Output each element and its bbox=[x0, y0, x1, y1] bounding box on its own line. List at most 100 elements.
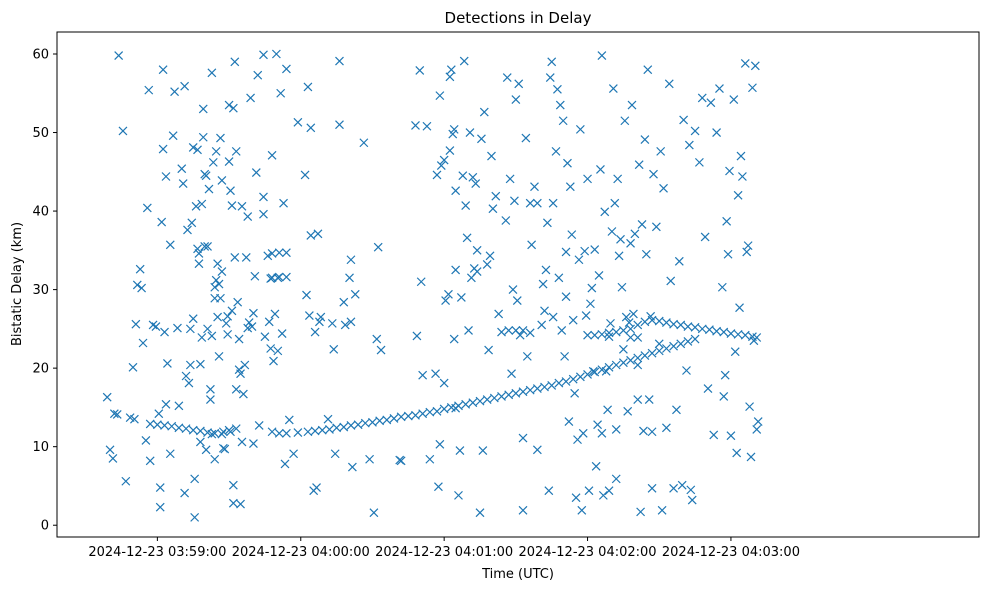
data-point bbox=[435, 439, 445, 449]
data-point bbox=[544, 486, 554, 496]
data-point bbox=[672, 405, 681, 415]
data-point bbox=[656, 146, 666, 156]
data-point bbox=[475, 396, 485, 406]
data-point bbox=[217, 429, 227, 439]
data-point bbox=[411, 121, 420, 130]
data-point bbox=[203, 428, 212, 437]
data-point bbox=[273, 346, 283, 356]
data-point bbox=[565, 182, 575, 192]
data-point bbox=[282, 272, 291, 282]
data-point bbox=[114, 51, 124, 60]
data-point bbox=[661, 344, 671, 353]
data-point bbox=[712, 326, 722, 336]
data-point bbox=[158, 144, 168, 154]
data-point bbox=[594, 271, 604, 280]
data-point bbox=[647, 315, 657, 325]
data-point bbox=[208, 157, 218, 167]
data-point bbox=[346, 317, 356, 327]
data-point bbox=[185, 324, 195, 334]
data-point bbox=[194, 259, 204, 269]
data-point bbox=[618, 358, 628, 368]
data-point bbox=[267, 249, 277, 258]
data-point bbox=[497, 391, 506, 401]
data-point bbox=[633, 360, 643, 370]
data-point bbox=[555, 100, 565, 110]
data-point bbox=[522, 351, 532, 361]
data-point bbox=[511, 388, 521, 398]
x-tick-label: 2024-12-23 03:59:00 bbox=[88, 545, 226, 560]
y-tick-label: 40 bbox=[32, 205, 49, 220]
data-point bbox=[455, 446, 465, 456]
data-point bbox=[558, 116, 568, 126]
data-point bbox=[597, 329, 607, 339]
data-point bbox=[195, 437, 205, 447]
data-point bbox=[614, 251, 624, 261]
data-point bbox=[211, 275, 221, 285]
data-point bbox=[514, 79, 524, 89]
data-point bbox=[339, 422, 349, 432]
y-axis-ticks: 0 10 20 30 40 50 60 bbox=[32, 47, 57, 534]
data-point bbox=[138, 338, 148, 348]
data-point bbox=[137, 283, 147, 293]
data-point bbox=[729, 95, 739, 104]
data-point bbox=[548, 198, 558, 208]
data-point bbox=[180, 488, 190, 498]
data-point bbox=[587, 283, 597, 293]
data-point bbox=[593, 420, 603, 430]
data-point bbox=[190, 512, 200, 522]
data-point bbox=[554, 378, 564, 388]
data-point bbox=[746, 452, 756, 462]
data-point bbox=[214, 279, 224, 289]
data-point bbox=[636, 507, 646, 517]
data-point bbox=[253, 70, 263, 80]
data-point bbox=[633, 320, 643, 330]
data-point bbox=[540, 382, 549, 392]
data-point bbox=[567, 230, 577, 240]
data-point bbox=[233, 297, 243, 307]
data-point bbox=[197, 333, 207, 342]
data-point bbox=[181, 371, 191, 381]
data-point bbox=[201, 171, 211, 181]
data-point bbox=[259, 209, 268, 219]
data-point bbox=[418, 409, 428, 419]
data-point bbox=[518, 387, 528, 397]
data-point bbox=[518, 326, 528, 335]
data-point bbox=[538, 279, 548, 289]
data-point bbox=[451, 265, 461, 275]
data-point bbox=[621, 312, 631, 322]
data-point bbox=[537, 320, 547, 330]
data-point bbox=[347, 462, 357, 472]
data-point bbox=[554, 273, 564, 283]
data-point bbox=[461, 201, 471, 210]
data-point bbox=[276, 88, 286, 98]
data-point bbox=[669, 483, 679, 493]
data-point bbox=[289, 449, 299, 459]
data-point bbox=[165, 449, 175, 459]
data-point bbox=[669, 319, 679, 329]
data-point bbox=[293, 117, 303, 127]
data-point bbox=[415, 66, 425, 75]
data-point bbox=[177, 164, 187, 174]
data-point bbox=[683, 322, 693, 331]
data-point bbox=[471, 179, 481, 189]
data-point bbox=[382, 415, 392, 425]
data-point bbox=[465, 128, 475, 137]
data-point bbox=[750, 61, 760, 71]
data-point bbox=[264, 317, 274, 327]
data-point bbox=[733, 190, 743, 200]
data-point bbox=[640, 351, 650, 361]
data-point bbox=[557, 326, 567, 335]
data-point bbox=[230, 57, 240, 67]
data-point bbox=[748, 83, 757, 93]
data-point bbox=[165, 240, 175, 250]
data-point bbox=[263, 251, 273, 261]
data-point bbox=[185, 360, 195, 370]
data-point bbox=[706, 98, 716, 108]
data-point bbox=[590, 330, 600, 340]
data-point bbox=[583, 174, 592, 184]
data-point bbox=[659, 183, 668, 193]
data-point bbox=[597, 365, 607, 375]
data-point bbox=[676, 339, 686, 349]
data-point bbox=[525, 328, 535, 338]
data-point bbox=[600, 207, 610, 217]
